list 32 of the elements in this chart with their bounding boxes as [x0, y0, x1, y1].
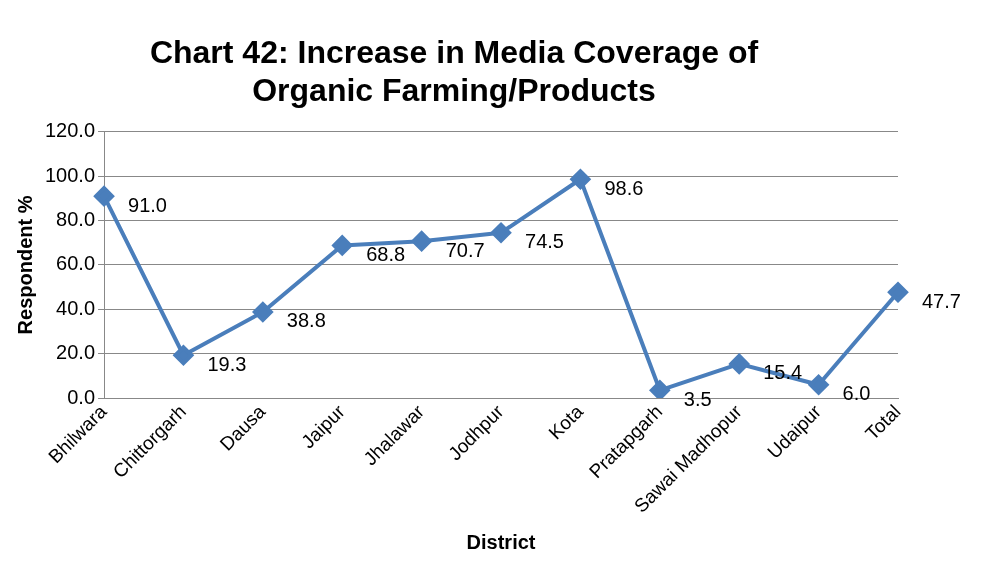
- data-label: 68.8: [366, 242, 406, 265]
- y-tick-label: 20.0: [56, 341, 96, 364]
- data-label: 74.5: [525, 230, 564, 253]
- y-axis-title: Respondent %: [13, 195, 36, 335]
- point: [729, 353, 750, 374]
- data-label: 47.7: [922, 289, 961, 312]
- data-label: 91.0: [128, 193, 167, 216]
- point: [252, 301, 273, 322]
- y-tick-label: 100.0: [44, 163, 96, 186]
- x-axis-title: District: [466, 530, 536, 553]
- data-label: 38.8: [286, 309, 326, 332]
- chart-title: Chart 42: Increase in Media Coverage of Organic Farming/Products: [149, 34, 759, 109]
- y-tick-label: 80.0: [56, 208, 96, 231]
- x-tick-label: Kota: [544, 400, 588, 444]
- y-tick-label: 40.0: [56, 296, 96, 319]
- point: [491, 222, 512, 243]
- point: [570, 169, 591, 190]
- data-label: 19.3: [207, 352, 247, 375]
- point: [411, 231, 432, 252]
- point: [173, 345, 194, 366]
- y-tick-label: 120.0: [44, 119, 96, 142]
- data-label: 98.6: [604, 176, 644, 199]
- point: [888, 282, 908, 303]
- data-label: 3.5: [683, 387, 712, 410]
- point: [808, 374, 829, 395]
- point: [649, 380, 670, 399]
- point: [94, 186, 115, 207]
- y-tick-label: 60.0: [56, 252, 96, 275]
- y-tick-label: 0.0: [67, 385, 96, 408]
- data-label: 70.7: [445, 238, 485, 261]
- point: [332, 235, 353, 256]
- data-label: 6.0: [842, 382, 871, 405]
